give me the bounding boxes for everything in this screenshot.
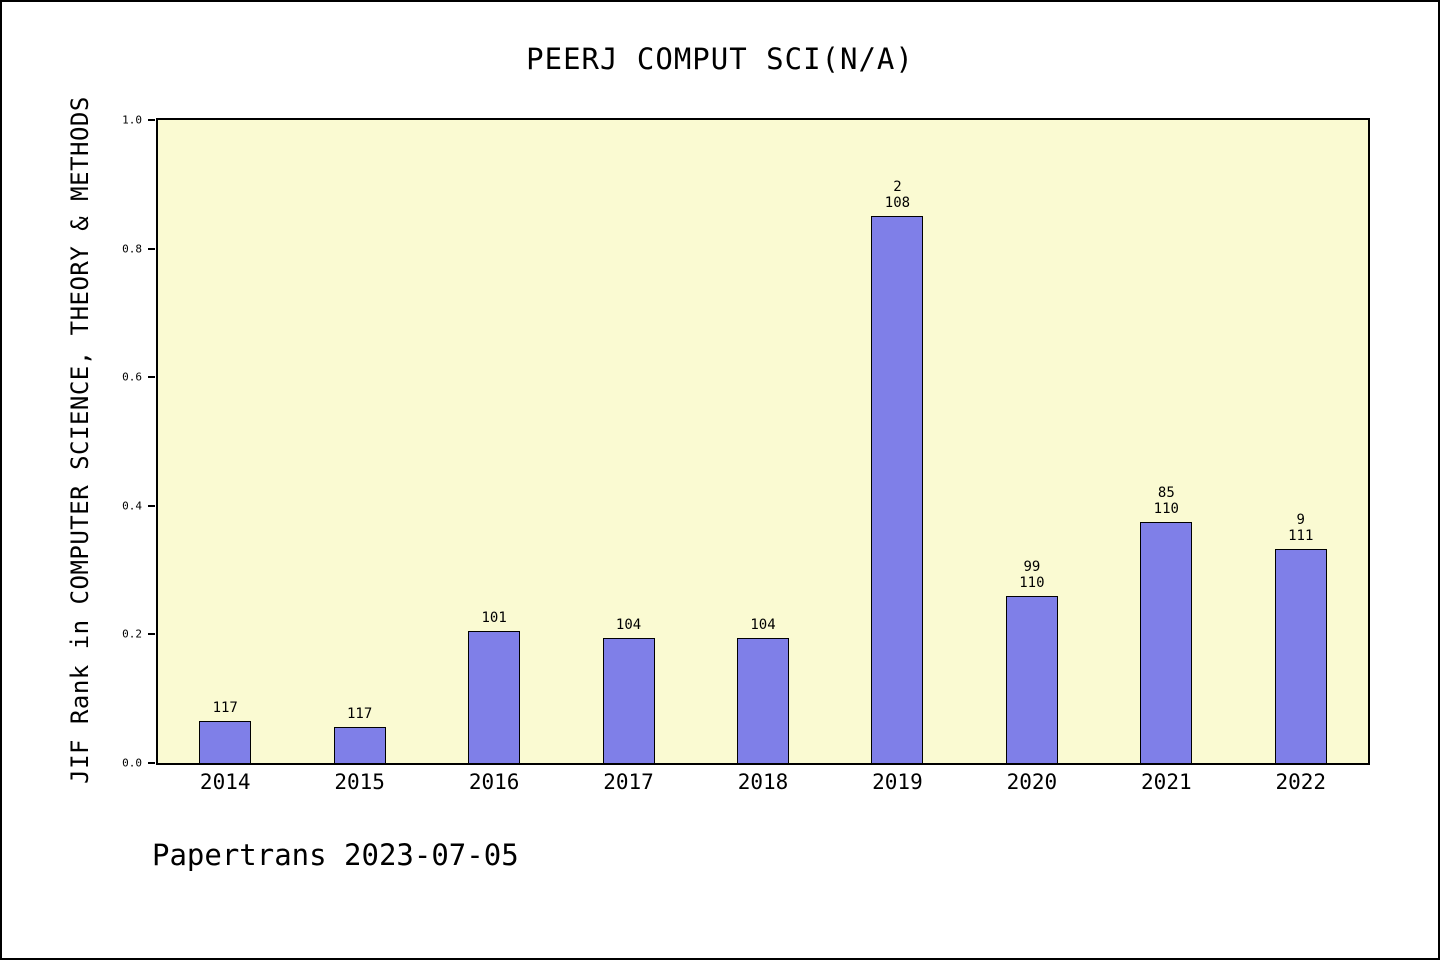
bar-value-label: 117 (347, 705, 373, 722)
bar-2016 (468, 631, 521, 763)
bar-value-label: 2 108 (884, 178, 911, 211)
x-tick-label: 2015 (334, 770, 385, 794)
x-tick-label: 2017 (603, 770, 654, 794)
y-tick-label: 0.8 (122, 242, 142, 256)
bar-2021 (1140, 521, 1193, 763)
chart-title: PEERJ COMPUT SCI(N/A) (526, 42, 914, 76)
bar-2020 (1005, 595, 1058, 763)
plot-area: 117 117 101 104 104 2 108 99 110 85 110 9 111 (156, 118, 1370, 765)
bar-2015 (333, 727, 386, 763)
bar-2022 (1274, 548, 1327, 763)
bar-2017 (602, 638, 655, 763)
x-tick-label: 2021 (1141, 770, 1192, 794)
y-axis-ticks: 0.0 0.2 0.4 0.6 0.8 1.0 (2, 114, 156, 770)
x-tick-label: 2020 (1006, 770, 1058, 794)
bar-value-label: 101 (481, 610, 507, 627)
y-tick-label: 0.0 (122, 756, 142, 770)
bar-value-label: 99 110 (1019, 558, 1045, 591)
x-tick-label: 2019 (872, 770, 923, 794)
bar-value-label: 9 111 (1288, 511, 1314, 544)
y-tick-mark (148, 504, 155, 507)
y-tick-label: 0.4 (122, 499, 142, 513)
y-tick-mark (148, 376, 155, 379)
x-tick-label: 2014 (199, 770, 251, 794)
y-tick-mark (148, 247, 155, 250)
x-axis-ticks: 2014 2015 2016 2017 2018 2019 2020 2021 2022 (158, 766, 1368, 808)
y-tick-label: 0.6 (122, 370, 142, 384)
bar-value-label: 104 (615, 617, 642, 634)
y-tick-mark (148, 119, 155, 121)
x-tick-label: 2018 (737, 770, 789, 794)
y-tick-mark (148, 633, 155, 636)
x-tick-label: 2016 (468, 770, 520, 794)
bar-value-label: 85 110 (1153, 484, 1179, 517)
bar-2018 (737, 638, 789, 763)
y-tick-mark (148, 762, 155, 764)
y-tick-label: 1.0 (122, 113, 142, 127)
bar-2019 (871, 215, 924, 763)
bar-value-label: 117 (212, 700, 238, 717)
bar-value-label: 104 (750, 617, 776, 634)
x-tick-label: 2022 (1275, 770, 1327, 794)
bar-2014 (199, 721, 252, 763)
y-tick-label: 0.2 (122, 627, 142, 641)
watermark-text: Papertrans 2023-07-05 (152, 838, 519, 872)
